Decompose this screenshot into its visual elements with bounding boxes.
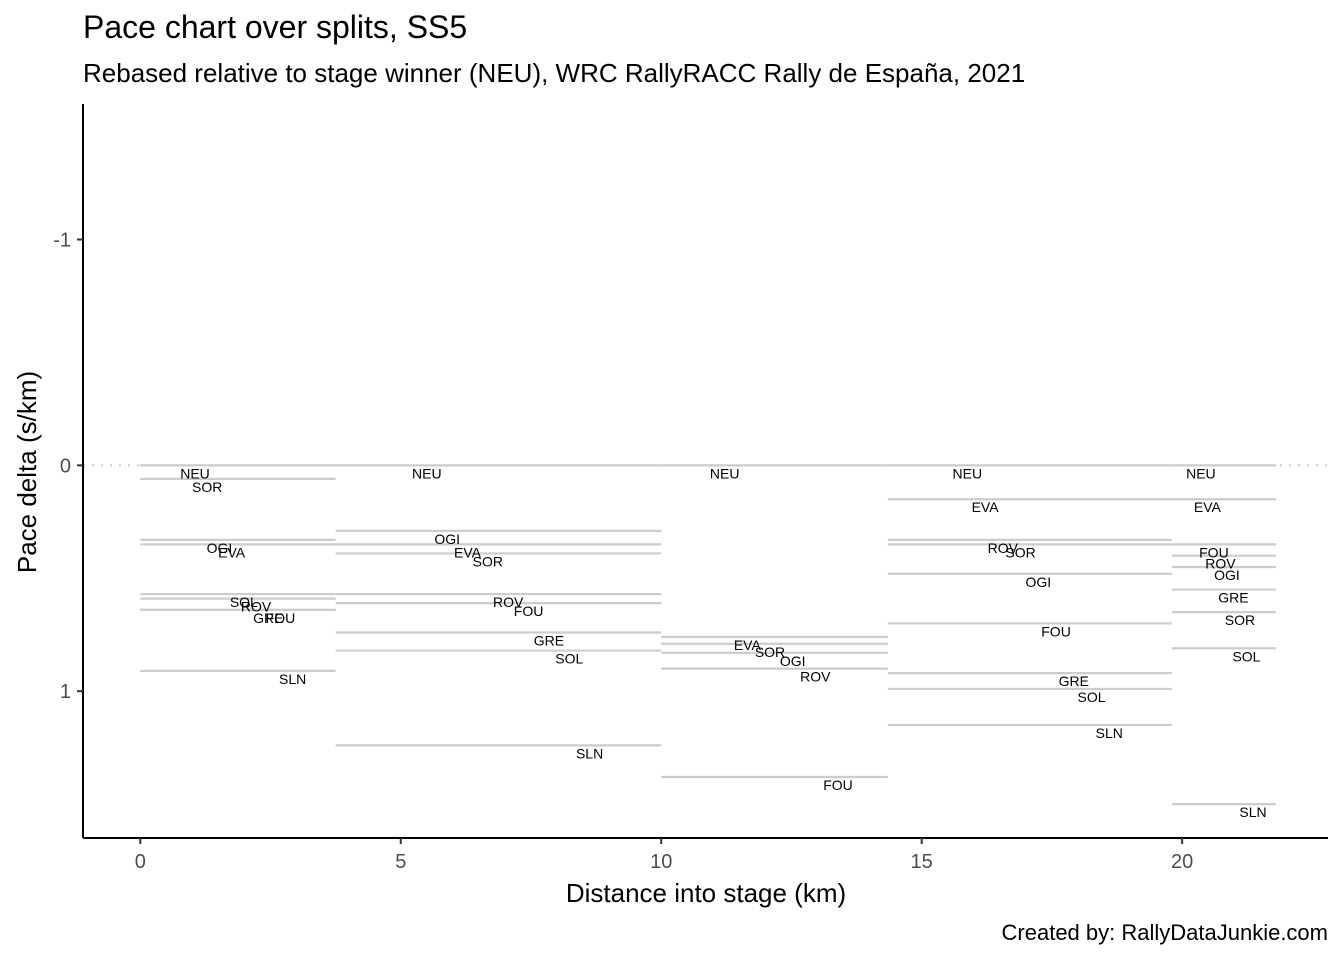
driver-label-fou-split-1: FOU	[266, 610, 296, 626]
driver-label-rov-split-3: ROV	[800, 669, 831, 685]
driver-label-sln-split-2: SLN	[576, 745, 603, 761]
driver-label-sor-split-1: SOR	[192, 479, 222, 495]
y-axis-title: Pace delta (s/km)	[12, 371, 42, 573]
driver-label-ogi-split-5: OGI	[1214, 567, 1240, 583]
driver-label-neu-split-2: NEU	[412, 465, 442, 481]
driver-label-eva-split-1: EVA	[218, 544, 246, 560]
driver-label-sln-split-4: SLN	[1096, 725, 1123, 741]
y-tick-label: 1	[60, 681, 71, 703]
chart-caption: Created by: RallyDataJunkie.com	[1001, 920, 1328, 945]
driver-label-sln-split-1: SLN	[279, 671, 306, 687]
driver-label-rov-split-1: ROV	[241, 599, 272, 615]
driver-label-eva-split-5: EVA	[1194, 499, 1222, 515]
driver-label-gre-split-5: GRE	[1218, 590, 1248, 606]
x-axis-title: Distance into stage (km)	[566, 878, 846, 908]
driver-label-ogi-split-4: OGI	[1025, 574, 1051, 590]
driver-label-ogi-split-1: OGI	[207, 540, 233, 556]
driver-label-gre-split-4: GRE	[1059, 673, 1089, 689]
driver-label-sor-split-5: SOR	[1225, 612, 1255, 628]
driver-label-sol-split-2: SOL	[555, 651, 583, 667]
driver-label-rov-split-4: ROV	[988, 540, 1019, 556]
driver-label-gre-split-1: GRE	[253, 610, 283, 626]
x-tick-label: 0	[135, 851, 146, 873]
driver-label-rov-split-5: ROV	[1205, 556, 1236, 572]
driver-label-sol-split-4: SOL	[1078, 689, 1106, 705]
x-tick-label: 10	[650, 851, 672, 873]
x-tick-label: 15	[911, 851, 933, 873]
driver-label-sol-split-1: SOL	[230, 594, 258, 610]
x-tick-label: 20	[1171, 851, 1193, 873]
driver-label-neu-split-3: NEU	[710, 465, 740, 481]
driver-label-ogi-split-3: OGI	[780, 653, 806, 669]
x-tick-label: 5	[395, 851, 406, 873]
driver-label-gre-split-2: GRE	[534, 632, 564, 648]
driver-label-sln-split-5: SLN	[1239, 804, 1266, 820]
driver-label-sol-split-5: SOL	[1232, 648, 1260, 664]
driver-label-fou-split-2: FOU	[514, 603, 544, 619]
axes: 0 5 10 15 20 -1 0 1	[53, 104, 1328, 873]
driver-label-neu-split-4: NEU	[953, 465, 983, 481]
driver-label-fou-split-5: FOU	[1199, 544, 1229, 560]
driver-label-sor-split-3: SOR	[755, 644, 785, 660]
driver-label-eva-split-2: EVA	[454, 544, 482, 560]
driver-labels: NEUSOROGIEVASOLROVGREFOUSLNNEUOGIEVASORR…	[180, 465, 1266, 820]
driver-label-ogi-split-2: OGI	[434, 531, 460, 547]
pace-segments	[140, 464, 1276, 806]
driver-label-eva-split-4: EVA	[972, 499, 1000, 515]
driver-label-sor-split-2: SOR	[473, 553, 503, 569]
y-tick-label: -1	[53, 230, 71, 252]
driver-label-sor-split-4: SOR	[1005, 544, 1035, 560]
y-tick-label: 0	[60, 455, 71, 477]
driver-label-rov-split-2: ROV	[493, 594, 524, 610]
driver-label-neu-split-1: NEU	[180, 465, 210, 481]
driver-label-neu-split-5: NEU	[1186, 465, 1216, 481]
chart-subtitle: Rebased relative to stage winner (NEU), …	[83, 58, 1026, 88]
driver-label-eva-split-3: EVA	[734, 637, 762, 653]
driver-label-fou-split-4: FOU	[1041, 623, 1071, 639]
driver-label-fou-split-3: FOU	[823, 777, 853, 793]
chart-title: Pace chart over splits, SS5	[83, 9, 468, 45]
